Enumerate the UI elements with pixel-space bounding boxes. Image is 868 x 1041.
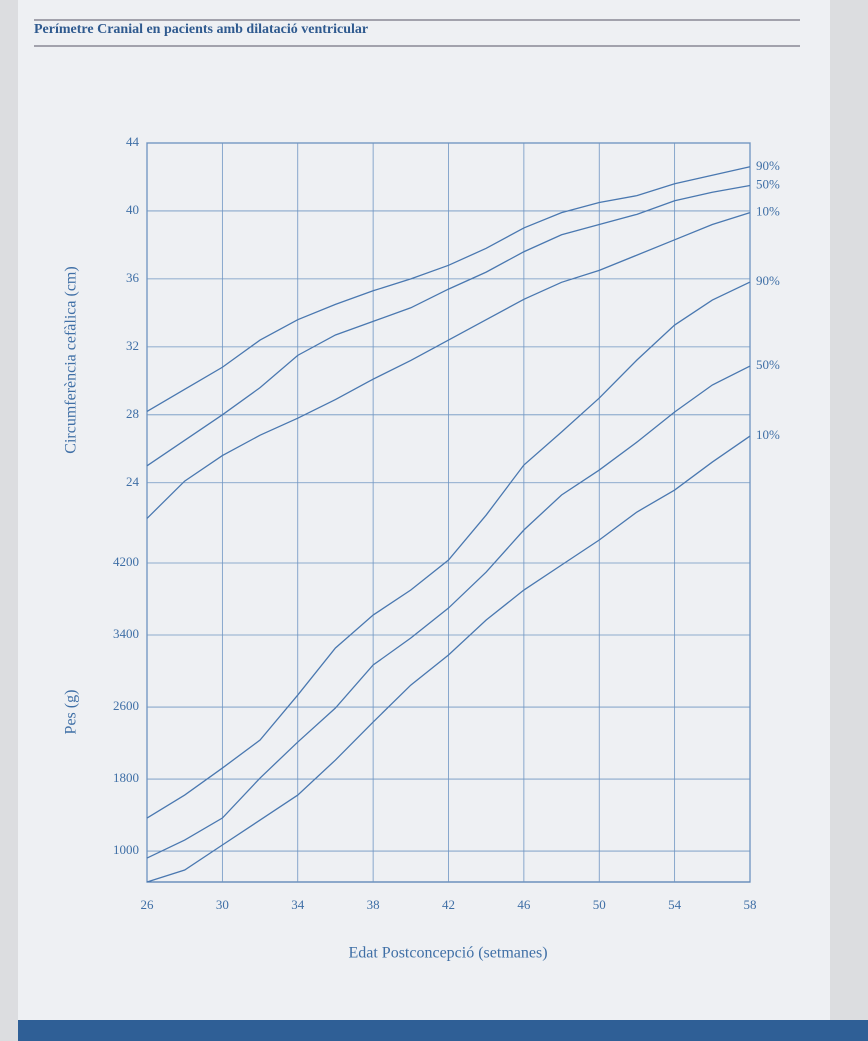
- x-tick-label: 34: [291, 897, 305, 912]
- y2-tick-label: 4200: [113, 554, 139, 569]
- y-tick-label: 44: [126, 134, 140, 149]
- x-tick-label: 26: [141, 897, 155, 912]
- x-tick-label: 30: [216, 897, 229, 912]
- x-axis-title: Edat Postconcepció (setmanes): [348, 945, 547, 962]
- x-tick-label: 58: [744, 897, 757, 912]
- y2-tick-label: 1000: [113, 842, 139, 857]
- footer-band: [18, 1020, 868, 1041]
- series-line: [146, 365, 751, 859]
- x-tick-label: 38: [367, 897, 380, 912]
- series-label: 90%: [756, 273, 780, 288]
- series-line: [146, 281, 751, 819]
- y-axis-title: Circumferència cefàlica (cm): [63, 266, 80, 453]
- x-tick-label: 50: [593, 897, 606, 912]
- series-line: [146, 166, 751, 412]
- y2-tick-label: 3400: [113, 626, 139, 641]
- y2-axis-title: Pes (g): [63, 690, 80, 735]
- y-tick-label: 36: [126, 270, 140, 285]
- y-tick-label: 32: [126, 338, 139, 353]
- x-tick-label: 46: [517, 897, 531, 912]
- page-title: Perímetre Cranial en pacients amb dilata…: [34, 22, 368, 37]
- x-tick-label: 54: [668, 897, 682, 912]
- series-line: [146, 435, 751, 883]
- series-label: 50%: [756, 357, 780, 372]
- y2-tick-label: 1800: [113, 770, 139, 785]
- series-line: [146, 184, 751, 467]
- x-tick-label: 42: [442, 897, 455, 912]
- y-tick-label: 40: [126, 202, 139, 217]
- paper: [18, 0, 830, 1020]
- series-label: 10%: [756, 427, 780, 442]
- y2-tick-label: 2600: [113, 698, 139, 713]
- y-tick-label: 24: [126, 474, 140, 489]
- series-label: 10%: [756, 204, 780, 219]
- y-tick-label: 28: [126, 406, 139, 421]
- series-line: [146, 212, 751, 519]
- series-label: 90%: [756, 158, 780, 173]
- series-label: 50%: [756, 176, 780, 191]
